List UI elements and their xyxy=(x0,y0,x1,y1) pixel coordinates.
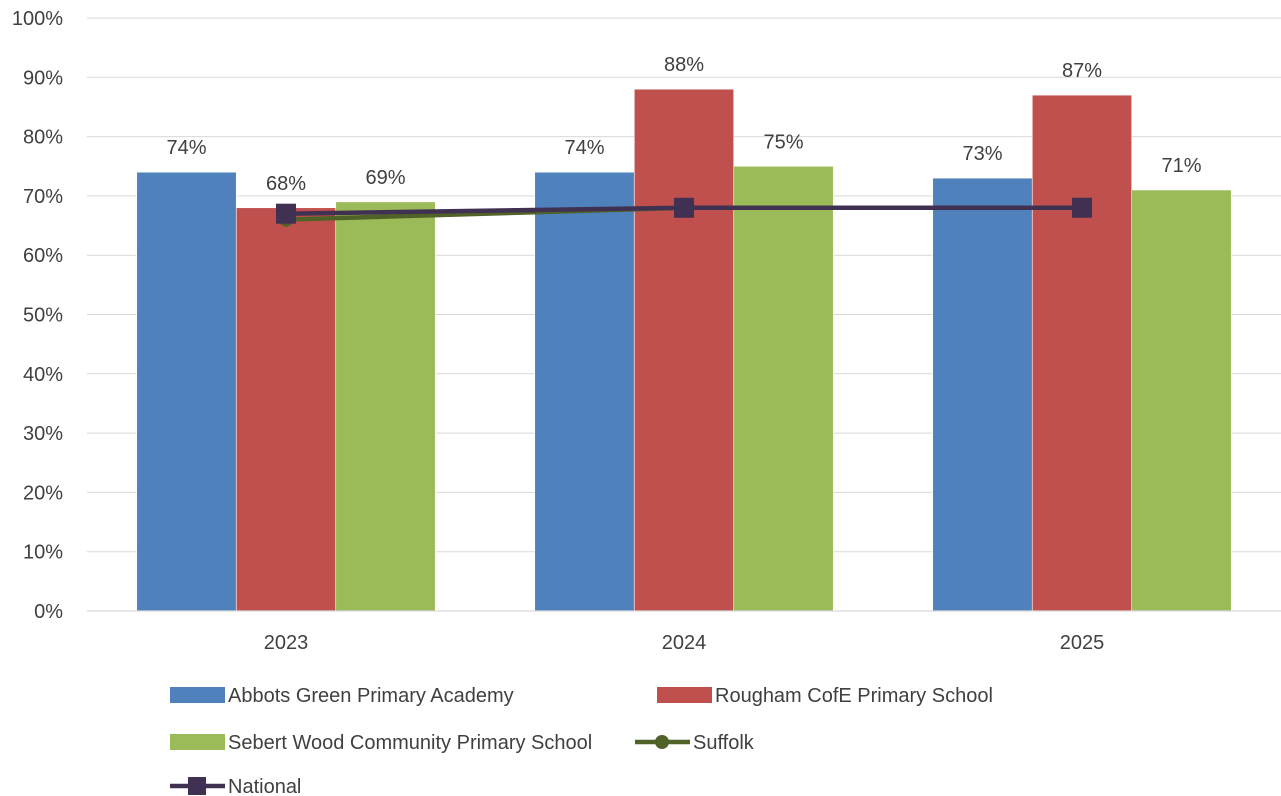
y-tick-label: 0% xyxy=(34,601,63,623)
data-label: 87% xyxy=(1062,60,1102,82)
data-labels: 74% 74% 73% 68% 88% 87% 69% 75% 71% xyxy=(166,54,1201,195)
legend-label: National xyxy=(228,776,301,796)
y-axis: 0% 10% 20% 30% 40% 50% 60% 70% 80% 90% 100% xyxy=(12,8,63,623)
bar xyxy=(1031,94,1133,612)
data-label: 74% xyxy=(166,137,206,159)
y-tick-label: 90% xyxy=(23,67,63,89)
data-label: 75% xyxy=(763,131,803,153)
bars xyxy=(136,88,1232,612)
y-tick-label: 30% xyxy=(23,423,63,445)
data-label: 69% xyxy=(365,167,405,189)
bar xyxy=(633,88,735,612)
data-label: 74% xyxy=(564,137,604,159)
legend-swatch xyxy=(170,687,225,703)
legend-label: Sebert Wood Community Primary School xyxy=(228,732,592,754)
data-label: 88% xyxy=(664,54,704,76)
x-axis: 2023 2024 2025 xyxy=(87,610,1281,654)
y-tick-label: 70% xyxy=(23,186,63,208)
line-marker xyxy=(1072,197,1092,218)
bar xyxy=(733,165,834,612)
line-marker xyxy=(276,203,296,224)
legend-swatch xyxy=(657,687,712,703)
line-series xyxy=(276,197,1092,227)
bar xyxy=(932,177,1033,612)
y-tick-label: 100% xyxy=(12,8,63,30)
legend-label: Rougham CofE Primary School xyxy=(715,685,993,707)
bar xyxy=(235,207,337,612)
x-tick-label: 2023 xyxy=(264,632,309,654)
legend-marker xyxy=(655,735,669,749)
bar xyxy=(534,171,635,612)
legend-label: Abbots Green Primary Academy xyxy=(228,685,514,707)
y-tick-label: 10% xyxy=(23,542,63,564)
y-tick-label: 50% xyxy=(23,305,63,327)
y-tick-label: 80% xyxy=(23,127,63,149)
bar xyxy=(136,171,237,612)
y-tick-label: 40% xyxy=(23,364,63,386)
x-tick-label: 2024 xyxy=(662,632,707,654)
y-tick-label: 20% xyxy=(23,482,63,504)
data-label: 73% xyxy=(962,143,1002,165)
bar xyxy=(1131,189,1232,612)
legend-label: Suffolk xyxy=(693,732,755,754)
legend-swatch xyxy=(170,734,225,750)
x-tick-label: 2025 xyxy=(1060,632,1105,654)
line-marker xyxy=(674,197,694,218)
legend-marker xyxy=(188,777,206,795)
data-label: 68% xyxy=(266,173,306,195)
y-tick-label: 60% xyxy=(23,245,63,267)
bar xyxy=(335,201,436,612)
data-label: 71% xyxy=(1161,155,1201,177)
legend: Abbots Green Primary Academy Rougham CofE… xyxy=(170,685,993,796)
